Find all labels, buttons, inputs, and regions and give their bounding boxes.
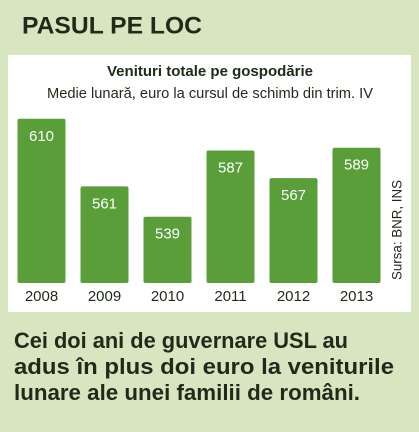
bar [206,150,255,283]
x-tick-label: 2012 [277,288,310,305]
value-label: 567 [281,187,306,204]
x-tick-label: 2008 [25,288,58,305]
bar [332,147,381,283]
caption-line: lunare ale unei familii de români. [14,380,360,405]
bar [80,186,129,283]
chart-title: Venituri totale pe gospodărie [107,63,313,80]
value-label: 587 [218,160,243,177]
x-tick-label: 2009 [88,288,121,305]
bar [143,216,192,283]
caption-line: adus în plus doi euro la veniturile [14,354,394,379]
x-tick-label: 2013 [340,288,373,305]
bar [269,178,318,283]
value-label: 539 [155,226,180,243]
x-tick-label: 2010 [151,288,184,305]
value-label: 561 [92,195,117,212]
x-tick-label: 2011 [214,288,246,305]
value-label: 610 [29,128,54,145]
source: Sursa: BNR, INS [389,180,405,280]
bar [17,118,66,283]
chart-subtitle: Medie lunară, euro la cursul de schimb d… [47,85,373,102]
value-label: 589 [344,157,369,174]
caption-line: Cei doi ani de guvernare USL au [14,328,348,353]
header: PASUL PE LOC [22,12,202,39]
